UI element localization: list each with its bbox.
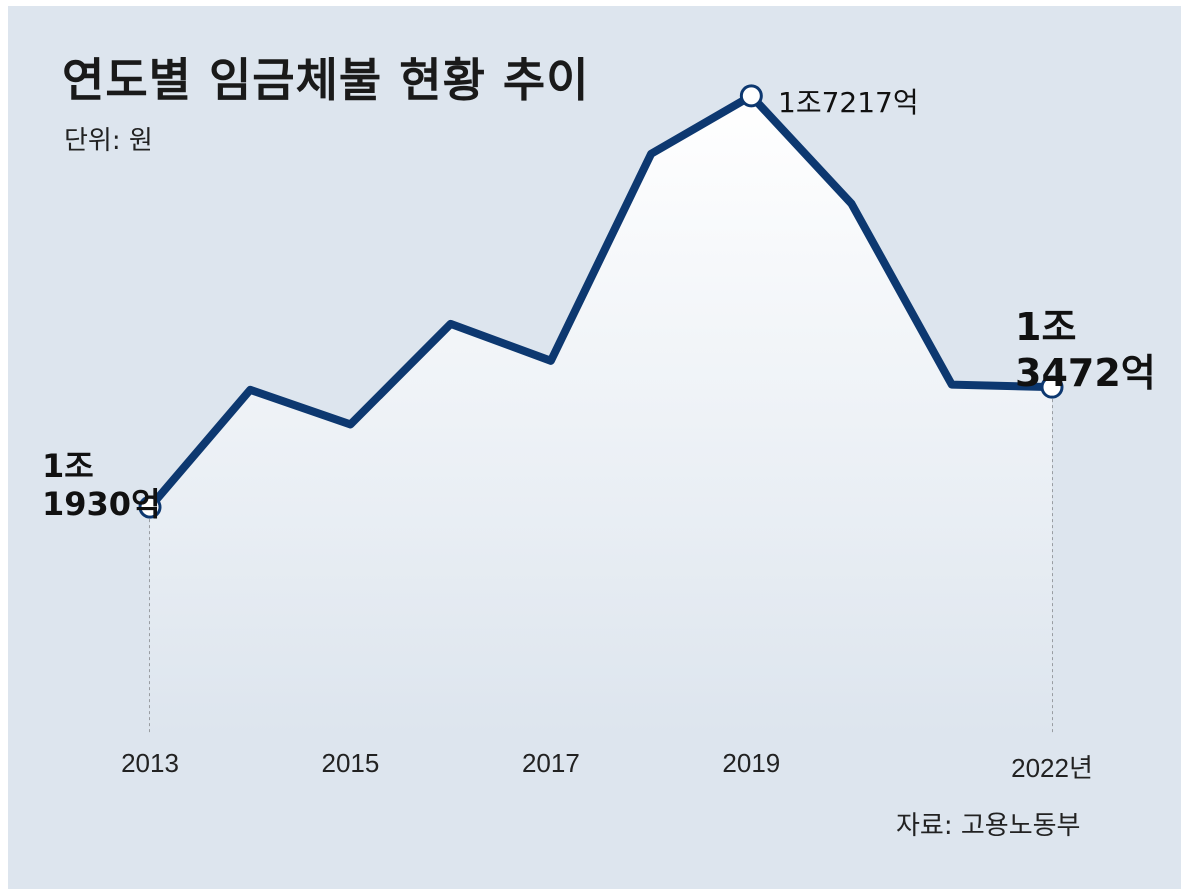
data-label-2022: 1조 3472억 <box>1015 305 1156 396</box>
data-label-2013: 1조 1930억 <box>42 447 161 524</box>
x-tick-label-2022: 2022년 <box>1011 753 1093 783</box>
point-marker-2022 <box>1040 375 1064 399</box>
series-line <box>146 91 1056 512</box>
area-fill <box>150 95 1052 735</box>
data-label-2013-line1: 1조 <box>42 447 94 485</box>
data-label-2019: 1조7217억 <box>778 86 919 120</box>
x-tick-label-2019: 2019 <box>722 748 781 778</box>
data-label-2019-line1: 1조7217억 <box>778 86 919 119</box>
x-tick-label-2017: 2017 <box>521 748 580 778</box>
data-label-2013-line2: 1930억 <box>42 485 161 524</box>
x-tick-label-2013: 2013 <box>121 748 179 778</box>
source-note: 자료: 고용노동부 <box>896 811 1081 841</box>
x-tick-label-2015: 2015 <box>321 748 380 778</box>
data-label-2022-line2: 3472억 <box>1015 350 1156 395</box>
unit-label: 단위: 원 <box>64 126 153 156</box>
point-marker-2019 <box>739 84 763 108</box>
chart-title: 연도별 임금체불 현황 추이 <box>62 53 590 107</box>
data-label-2022-line1: 1조 <box>1015 305 1077 349</box>
point-marker-2013 <box>138 495 162 519</box>
